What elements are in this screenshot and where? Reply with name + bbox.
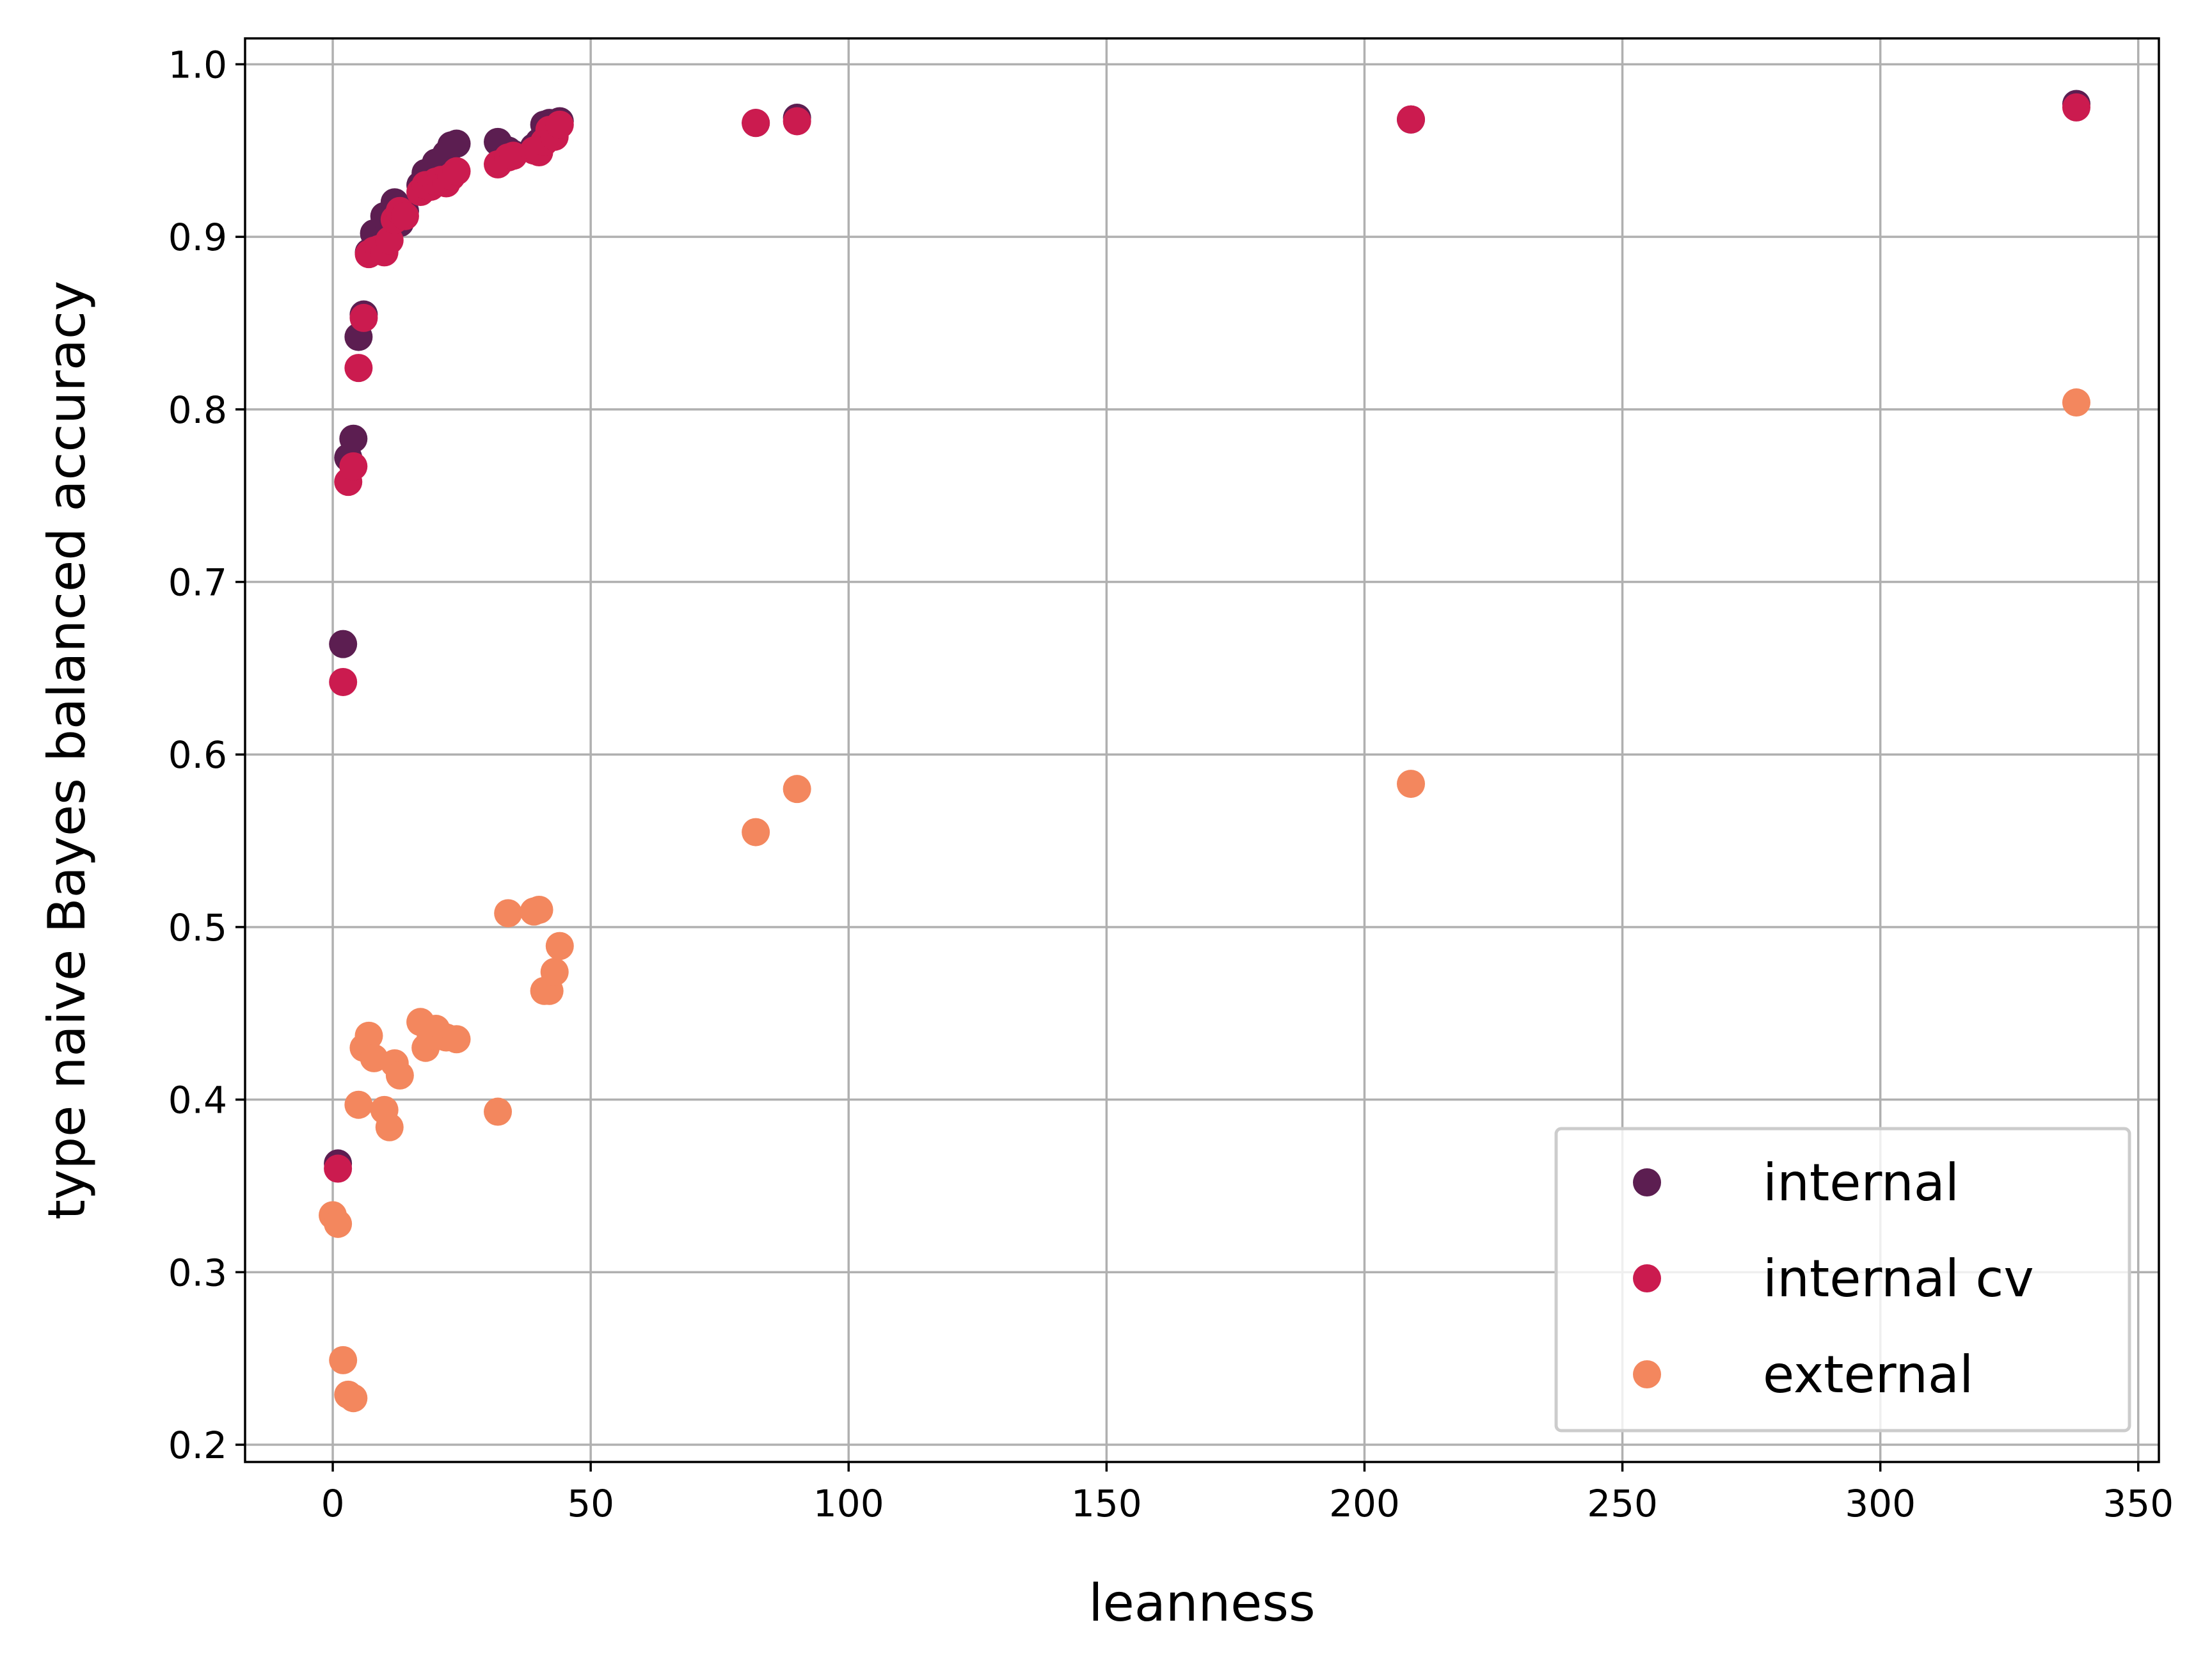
series-internal	[324, 90, 2091, 1178]
data-point	[442, 1025, 471, 1054]
legend: internal internal cv external	[1554, 1127, 2131, 1433]
axis-ticks: 0 50 100 150 200 250 300 350 0.2 0.3 0.4 0.5 0.6 0.7 0…	[168, 43, 2174, 1525]
legend-marker	[1633, 1264, 1661, 1292]
data-point	[545, 110, 574, 139]
data-point	[525, 895, 553, 924]
y-tick-label: 0.7	[168, 561, 227, 605]
data-point	[339, 452, 368, 481]
x-tick-label: 200	[1329, 1482, 1400, 1525]
data-point	[324, 1154, 353, 1183]
data-point	[324, 1209, 353, 1238]
legend-label: external	[1763, 1345, 1973, 1404]
x-tick-label: 150	[1071, 1482, 1142, 1525]
x-axis-label: leanness	[1088, 1573, 1315, 1633]
data-point	[1397, 770, 1426, 798]
x-tick-label: 300	[1845, 1482, 1916, 1525]
legend-marker	[1633, 1168, 1661, 1196]
data-point	[742, 109, 770, 138]
data-point	[339, 424, 368, 453]
data-point	[339, 1384, 368, 1413]
x-tick-label: 50	[567, 1482, 614, 1525]
data-point	[783, 775, 811, 804]
legend-marker	[1633, 1360, 1661, 1388]
legend-label: internal cv	[1763, 1249, 2034, 1308]
legend-item: internal cv	[1633, 1249, 2034, 1308]
legend-box	[1554, 1127, 2131, 1433]
data-point	[349, 303, 378, 332]
data-point	[329, 1346, 358, 1374]
data-point	[344, 1090, 373, 1119]
data-point	[375, 1113, 404, 1141]
series-external	[319, 388, 2091, 1413]
y-tick-label: 0.3	[168, 1251, 227, 1294]
series-internal-cv	[324, 93, 2091, 1183]
data-point	[344, 354, 373, 383]
plot-frame	[244, 37, 2160, 1463]
data-point	[442, 157, 471, 186]
y-tick-label: 1.0	[168, 43, 227, 86]
data-point	[545, 932, 574, 960]
legend-item: internal	[1633, 1153, 1959, 1212]
data-point	[2062, 388, 2091, 417]
data-point	[742, 818, 770, 846]
data-point	[540, 958, 569, 987]
data-point	[1397, 105, 1426, 134]
grid	[245, 38, 2159, 1462]
y-axis-label: type naive Bayes balanced accuracy	[37, 281, 97, 1220]
x-tick-label: 0	[321, 1482, 345, 1525]
data-point	[385, 1061, 414, 1090]
data-point	[329, 630, 358, 658]
y-tick-label: 0.9	[168, 216, 227, 259]
data-points	[319, 90, 2091, 1413]
data-point	[2062, 93, 2091, 122]
data-point	[354, 1021, 383, 1050]
x-tick-label: 250	[1587, 1482, 1658, 1525]
y-tick-label: 0.8	[168, 388, 227, 432]
data-point	[442, 129, 471, 158]
data-point	[390, 202, 419, 230]
data-point	[783, 107, 811, 136]
data-point	[494, 899, 523, 928]
data-point	[329, 667, 358, 696]
x-tick-label: 350	[2103, 1482, 2174, 1525]
y-tick-label: 0.5	[168, 906, 227, 949]
data-point	[484, 1097, 513, 1126]
x-tick-label: 100	[813, 1482, 884, 1525]
y-tick-label: 0.4	[168, 1079, 227, 1122]
legend-item: external	[1633, 1345, 1973, 1404]
y-tick-label: 0.2	[168, 1424, 227, 1467]
legend-label: internal	[1763, 1153, 1959, 1212]
y-tick-label: 0.6	[168, 733, 227, 777]
